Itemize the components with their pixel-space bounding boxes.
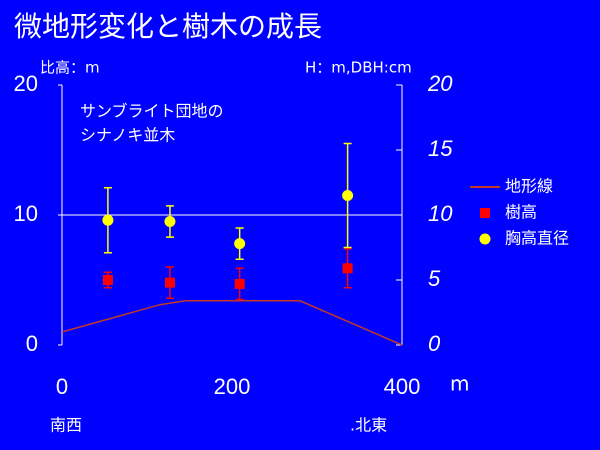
terrain-line [61,300,403,346]
legend-label: 胸高直径 [505,229,569,248]
x-note: .北東 [350,416,387,435]
annotation: シナノキ並木 [80,126,175,145]
legend-label: 樹高 [505,203,537,222]
y-tick-label: 10 [14,201,38,226]
annotation: サンブライト団地の [80,102,224,121]
marker [164,216,176,227]
y2-tick-label: 20 [427,71,453,96]
marker [164,277,175,288]
x-axis-label: m [450,372,469,396]
y-tick-label: 0 [26,331,38,356]
legend-symbol [480,208,490,218]
y2-axis-label: H：m,DBH:cm [305,59,412,77]
x-tick-label: 0 [56,374,68,399]
y2-tick-label: 5 [428,266,441,291]
marker [102,275,113,285]
marker [342,190,354,201]
x-note: 南西 [50,416,82,435]
y2-tick-label: 0 [428,331,441,356]
marker [102,214,114,226]
x-tick-label: 200 [214,374,251,399]
chart-title: 微地形変化と樹木の成長 [14,10,322,43]
y2-tick-label: 10 [428,201,453,226]
y2-tick-label: 15 [428,136,453,161]
y-axis-label: 比高：m [40,59,100,77]
marker [234,278,245,289]
legend-symbol [479,233,491,245]
y-tick-label: 20 [14,71,38,96]
legend-label: 地形線 [505,177,553,196]
marker [342,263,353,274]
marker [234,238,246,250]
x-tick-label: 400 [384,374,421,399]
